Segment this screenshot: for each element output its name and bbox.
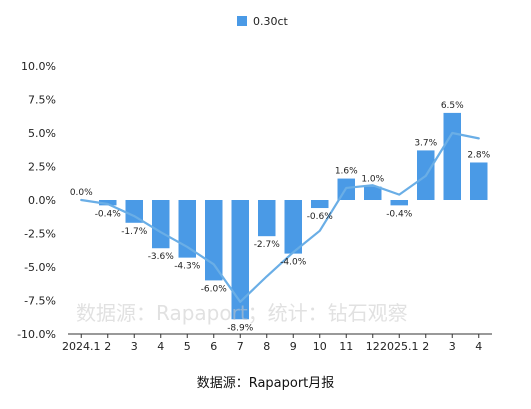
data-label: 2.8%: [467, 150, 490, 160]
bar: [205, 200, 223, 281]
data-label: 3.7%: [414, 138, 437, 148]
y-tick-label: 7.5%: [28, 94, 56, 107]
source-text: 数据源：Rapaport月报: [197, 376, 335, 391]
legend: 0.30ct: [237, 15, 289, 28]
data-label: -0.4%: [95, 209, 122, 219]
x-tick-label: 2: [422, 340, 429, 353]
data-label: 6.5%: [441, 101, 464, 111]
x-tick-label: 2024.1: [62, 340, 101, 353]
trendline-group: [80, 131, 480, 303]
legend-label: 0.30ct: [253, 15, 289, 28]
y-tick-label: -7.5%: [24, 295, 56, 308]
y-tick-label: 10.0%: [21, 60, 56, 73]
data-label: 1.6%: [335, 167, 358, 177]
bar: [311, 200, 329, 209]
data-label: -8.9%: [227, 323, 254, 333]
bar: [284, 200, 302, 254]
bar: [258, 200, 276, 237]
data-labels: 0.0% -0.4% -1.7% -3.6%-4.3% -6.0% -8.9% -2.7% -…: [70, 101, 491, 333]
x-axis: 2024.1 2 3 4 5 6 7 8 9 10 11 12 2025.1 2 3 4: [62, 333, 492, 353]
data-label: -4.3%: [174, 262, 201, 272]
x-tick-label: 7: [237, 340, 244, 353]
watermark: 数据源：Rapaport；统计：钻石观察: [76, 301, 408, 325]
bar: [443, 112, 461, 200]
x-tick-label: 11: [339, 340, 353, 353]
data-label: -3.6%: [148, 252, 175, 262]
bar: [152, 200, 170, 249]
x-tick-label: 2: [104, 340, 111, 353]
x-tick-label: 8: [263, 340, 270, 353]
x-tick-label: 3: [449, 340, 456, 353]
data-label: -4.0%: [280, 258, 307, 268]
bar: [99, 200, 117, 206]
x-tick-label: 4: [475, 340, 482, 353]
y-axis: 10.0% 7.5% 5.0% 2.5% 0.0% -2.5% -5.0% -7.5% -10.…: [17, 60, 56, 341]
y-tick-label: 0.0%: [28, 194, 56, 207]
bar: [364, 186, 382, 200]
x-tick-label: 5: [184, 340, 191, 353]
bar: [125, 200, 143, 223]
bar: [470, 162, 488, 200]
bar: [178, 200, 196, 258]
x-tick-label: 6: [210, 340, 217, 353]
data-label: -0.4%: [386, 209, 413, 219]
x-tick-label: 3: [131, 340, 138, 353]
x-tick-label: 12: [366, 340, 380, 353]
data-label: 0.0%: [70, 188, 93, 198]
data-label: -0.6%: [307, 212, 334, 222]
y-tick-label: -10.0%: [17, 328, 56, 341]
y-tick-label: 5.0%: [28, 127, 56, 140]
x-tick-label: 9: [290, 340, 297, 353]
bar: [231, 200, 249, 320]
data-label: -1.7%: [121, 227, 148, 237]
trendline: [80, 131, 480, 303]
y-tick-label: 2.5%: [28, 161, 56, 174]
data-label: -6.0%: [201, 284, 228, 294]
bar: [390, 200, 408, 206]
x-tick-label: 2025.1: [380, 340, 419, 353]
x-tick-label: 10: [313, 340, 327, 353]
data-label: -2.7%: [254, 240, 281, 250]
legend-swatch: [237, 16, 247, 26]
y-tick-label: -2.5%: [24, 228, 56, 241]
y-tick-label: -5.0%: [24, 261, 56, 274]
data-label: 1.0%: [361, 175, 384, 185]
x-tick-label: 4: [157, 340, 164, 353]
